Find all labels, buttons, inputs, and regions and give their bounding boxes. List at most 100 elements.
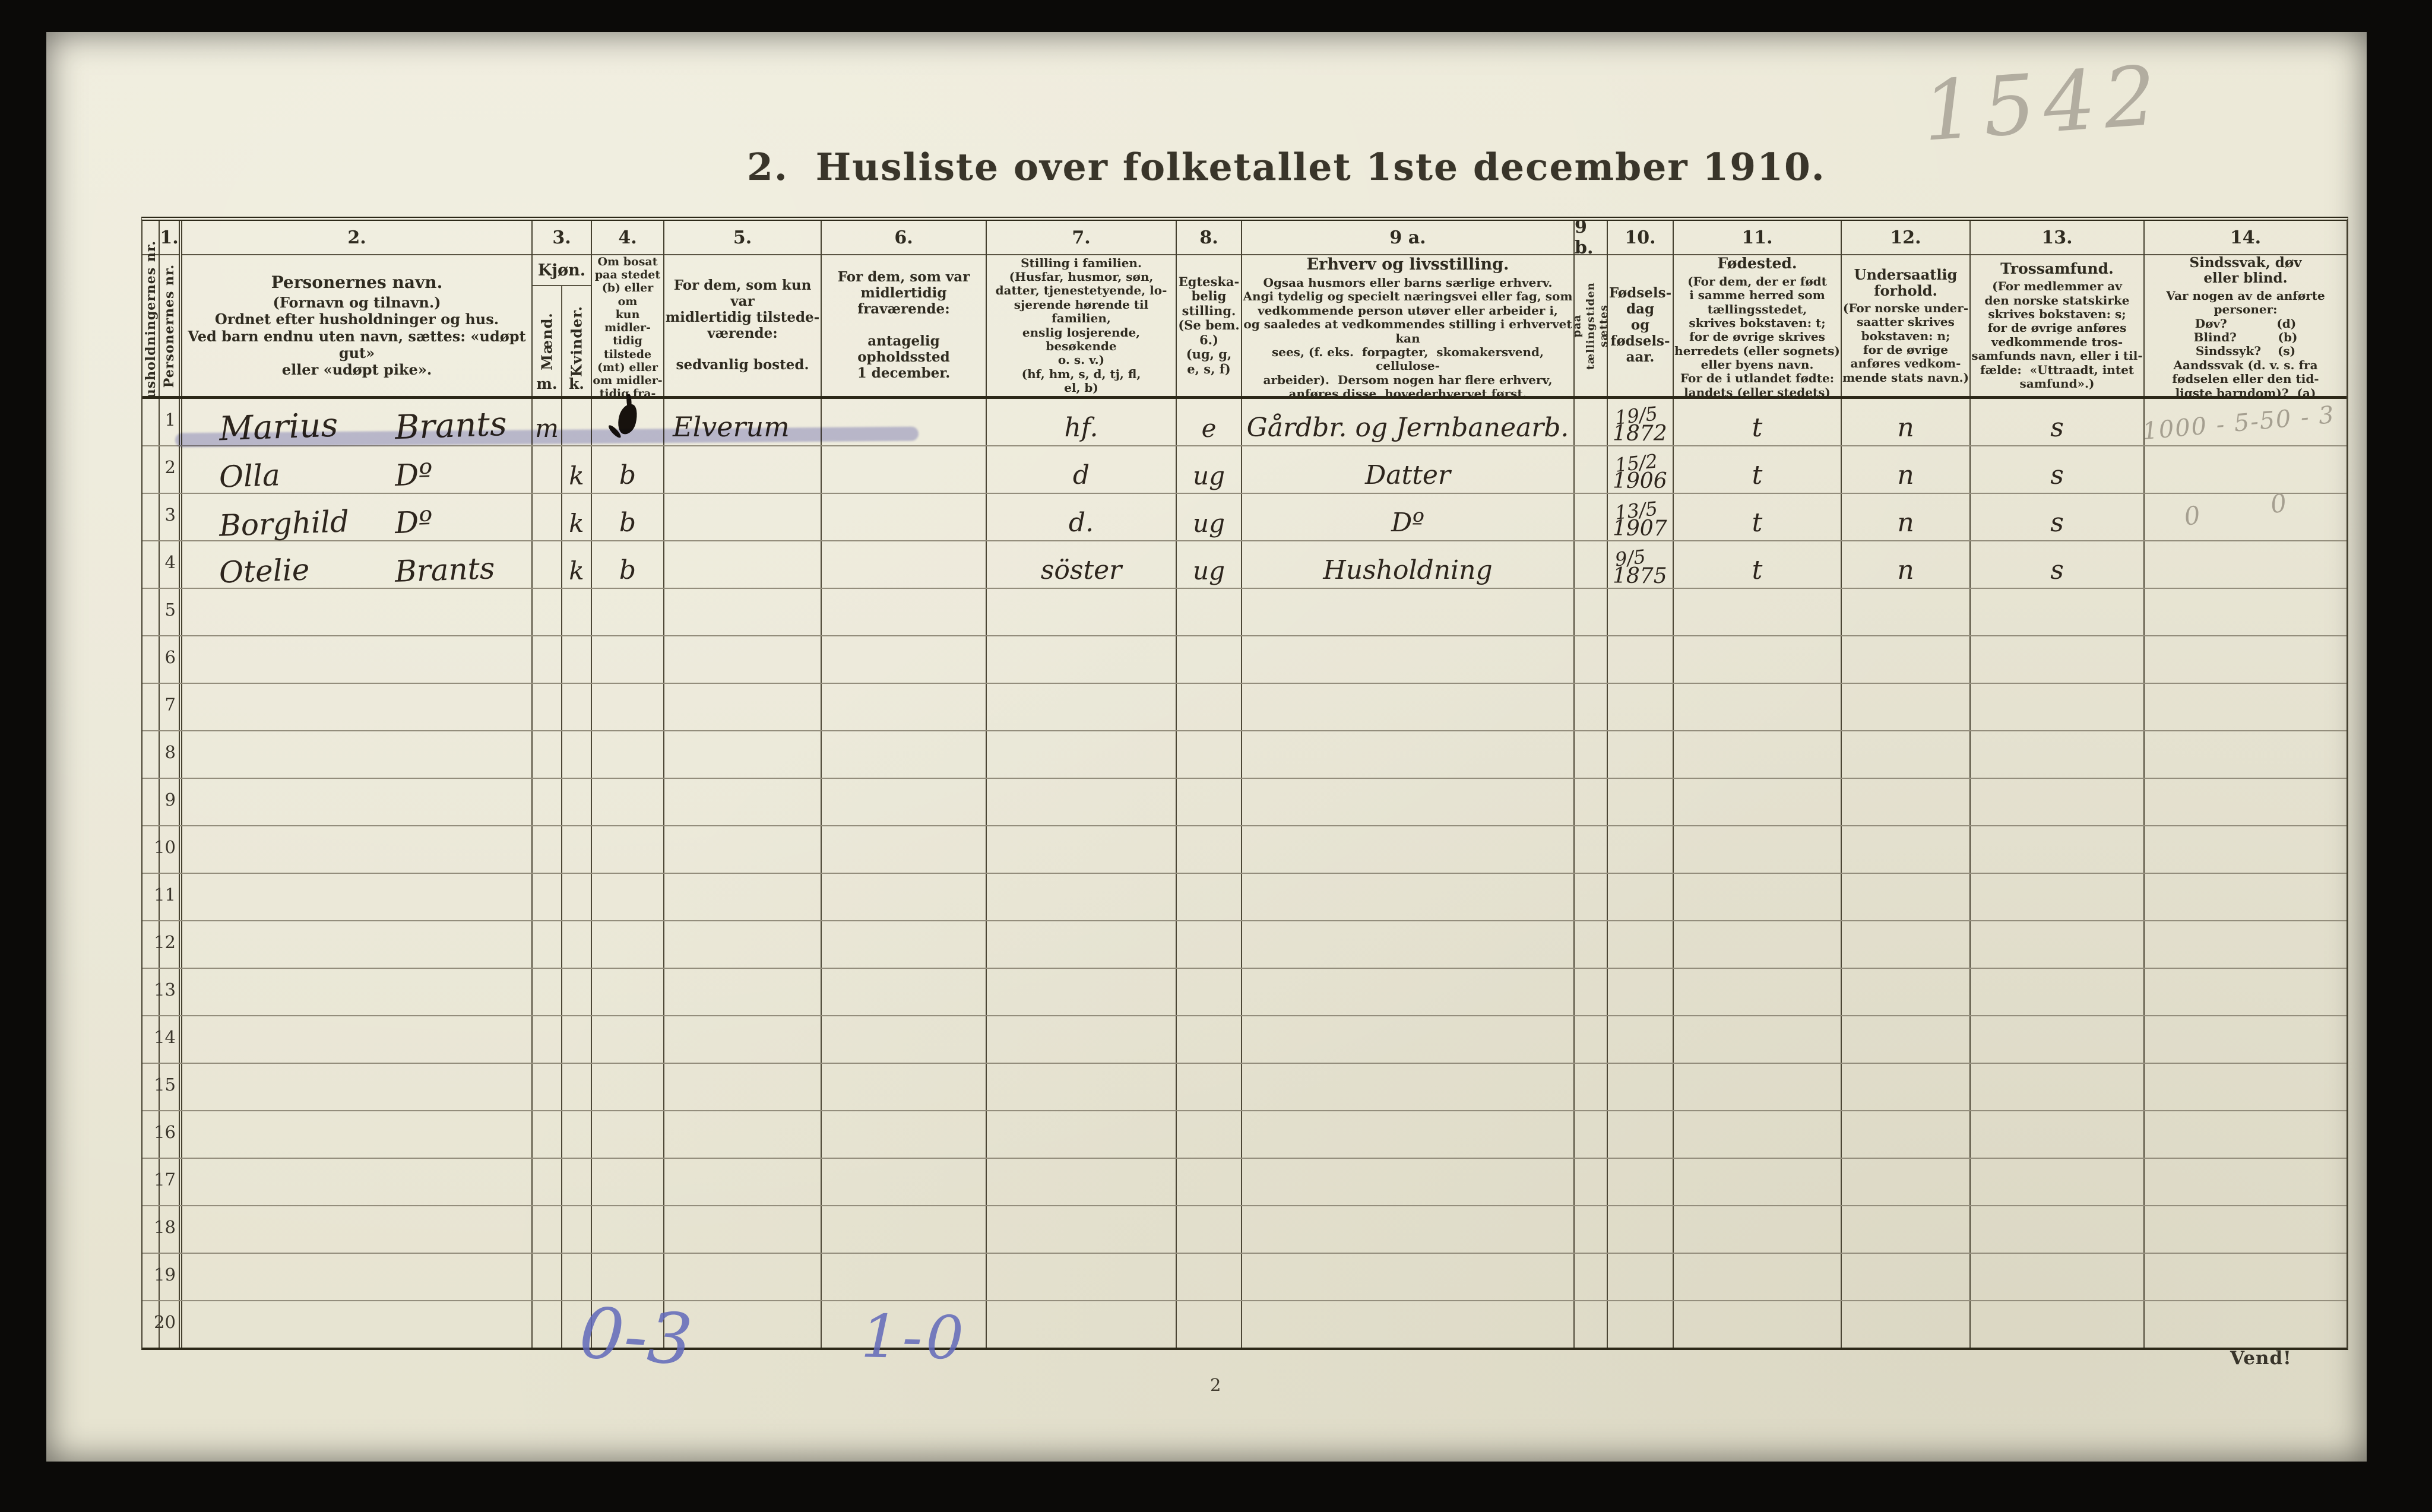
kjon-abbr: k. xyxy=(568,375,585,392)
cell-bosted xyxy=(664,1206,822,1253)
cell-egteskab xyxy=(1177,1206,1242,1253)
cell-maend xyxy=(533,589,562,635)
cell-stilling: d xyxy=(987,446,1177,493)
birth-year: 1907 xyxy=(1613,516,1667,541)
cell-fodested xyxy=(1674,969,1842,1015)
kjon-label: Kjøn. xyxy=(533,255,591,286)
cell-husholdning-nr xyxy=(142,589,160,635)
cell-tros: s xyxy=(1971,494,2145,540)
page-title: 2. Husliste over folketallet 1ste decembe… xyxy=(747,145,1825,189)
cell-ledig xyxy=(1575,779,1608,825)
cell-bosat xyxy=(592,589,664,635)
cell-maend xyxy=(533,1016,562,1063)
column-number: 11. xyxy=(1674,221,1841,255)
column-number: 13. xyxy=(1971,221,2143,255)
rotated-label: Mænd. xyxy=(538,312,556,370)
cell-maend xyxy=(533,1159,562,1205)
table-row: 10 xyxy=(142,826,2346,874)
cell-egteskab xyxy=(1177,921,1242,968)
cell-tros xyxy=(1971,969,2145,1015)
cell-stilling xyxy=(987,969,1177,1015)
cell-maend xyxy=(533,779,562,825)
cell-kvinder xyxy=(562,1301,592,1348)
cell-navn xyxy=(182,589,533,635)
cell-husholdning-nr xyxy=(142,1064,160,1110)
table-row: 4 Otelie Brants k b söster ug Husholdning 9/5 187… xyxy=(142,541,2346,589)
cell-husholdning-nr xyxy=(142,731,160,778)
cell-fodsel xyxy=(1608,1016,1674,1063)
table-row: 3 Borghild Dº k b d. ug Dº 13/5 1907 t n s xyxy=(142,494,2346,543)
row-number: 6 xyxy=(160,636,182,683)
column-header-body: Hvis arbeidsledig paa tællingstiden sætt… xyxy=(1575,255,1607,396)
column-header-sinds: 14. Sindssvak, døv eller blind. Var nogen … xyxy=(2145,221,2346,396)
column-title: Personernes navn. xyxy=(271,272,443,293)
cell-erhverv xyxy=(1242,1064,1575,1110)
row-number: 3 xyxy=(160,494,182,540)
column-description: (Fornavn og tilnavn.) Ordnet efter husho… xyxy=(188,294,526,378)
cell-bosat: b xyxy=(592,494,664,540)
column-header-body: Kjøn. Mænd. m. Kvinder. k. xyxy=(533,255,591,396)
cell-fodsel xyxy=(1608,636,1674,683)
name-first: Otelie xyxy=(218,551,311,590)
cell-bosted xyxy=(664,541,822,588)
cell-stilling xyxy=(987,874,1177,920)
cell-stilling xyxy=(987,921,1177,968)
table-row: 19 xyxy=(142,1254,2346,1301)
column-header-erhverv: 9 a. Erhverv og livsstilling. Ogsaa husmor… xyxy=(1242,221,1575,396)
rotated-label: Husholdningernes nr. xyxy=(142,240,159,396)
cell-navn xyxy=(182,921,533,968)
cell-sinds xyxy=(2145,1016,2346,1063)
cell-bosted xyxy=(664,1016,822,1063)
table-row: 13 xyxy=(142,969,2346,1016)
cell-sinds xyxy=(2145,921,2346,968)
cell-erhverv: Gårdbr. og Jernbanearb. xyxy=(1242,399,1575,445)
cell-kvinder xyxy=(562,1016,592,1063)
column-header-fravaerende: 6. For dem, som var midlertidig fraværend… xyxy=(822,221,987,396)
column-number: 5. xyxy=(664,221,821,255)
cell-fravaerende xyxy=(822,589,987,635)
column-header-bosted: 5. For dem, som kun var midlertidig tilst… xyxy=(664,221,822,396)
cell-egteskab xyxy=(1177,684,1242,730)
cell-fodsel xyxy=(1608,1064,1674,1110)
cell-bosat xyxy=(592,1111,664,1158)
row-number: 20 xyxy=(154,1301,182,1348)
cell-undersaat xyxy=(1842,1301,1971,1348)
cell-navn xyxy=(182,1111,533,1158)
cell-husholdning-nr xyxy=(142,636,160,683)
cell-ledig xyxy=(1575,494,1608,540)
column-number: 14. xyxy=(2145,221,2346,255)
cell-fravaerende xyxy=(822,1254,987,1300)
cell-fodested xyxy=(1674,826,1842,873)
column-header-husholdning-nr: Husholdningernes nr. xyxy=(142,221,160,396)
cell-tros xyxy=(1971,636,2145,683)
cell-egteskab: e xyxy=(1177,399,1242,445)
cell-kvinder xyxy=(562,1159,592,1205)
cell-husholdning-nr xyxy=(142,826,160,873)
cell-undersaat xyxy=(1842,779,1971,825)
cell-undersaat: n xyxy=(1842,494,1971,540)
column-description: Fødsels- dag og fødsels- aar. xyxy=(1608,285,1672,365)
kjon-sub-m: Mænd. m. xyxy=(533,286,562,396)
cell-maend xyxy=(533,1254,562,1300)
cell-navn: Borghild Dº xyxy=(182,494,533,543)
cell-maend xyxy=(533,1064,562,1110)
column-header-person-nr: 1. Personernes nr. xyxy=(160,221,182,396)
column-header-kjon: 3. Kjøn. Mænd. m. Kvinder. k. xyxy=(533,221,592,396)
cell-bosted xyxy=(664,494,822,540)
kjon-abbr: m. xyxy=(536,375,558,392)
cell-sinds xyxy=(2145,969,2346,1015)
cell-erhverv xyxy=(1242,1301,1575,1348)
cell-fodested xyxy=(1674,589,1842,635)
cell-kvinder xyxy=(562,874,592,920)
cell-tros xyxy=(1971,1254,2145,1300)
cell-bosted xyxy=(664,589,822,635)
cell-fodsel xyxy=(1608,1254,1674,1300)
column-number: 4. xyxy=(592,221,663,255)
rotated-label: Kvinder. xyxy=(568,305,585,377)
cell-husholdning-nr xyxy=(142,921,160,968)
column-header-tros: 13. Trossamfund. (For medlemmer av den nor… xyxy=(1971,221,2145,396)
cell-egteskab: ug xyxy=(1177,541,1242,588)
cell-bosat xyxy=(592,1254,664,1300)
cell-ledig xyxy=(1575,1016,1608,1063)
cell-fodested xyxy=(1674,1159,1842,1205)
